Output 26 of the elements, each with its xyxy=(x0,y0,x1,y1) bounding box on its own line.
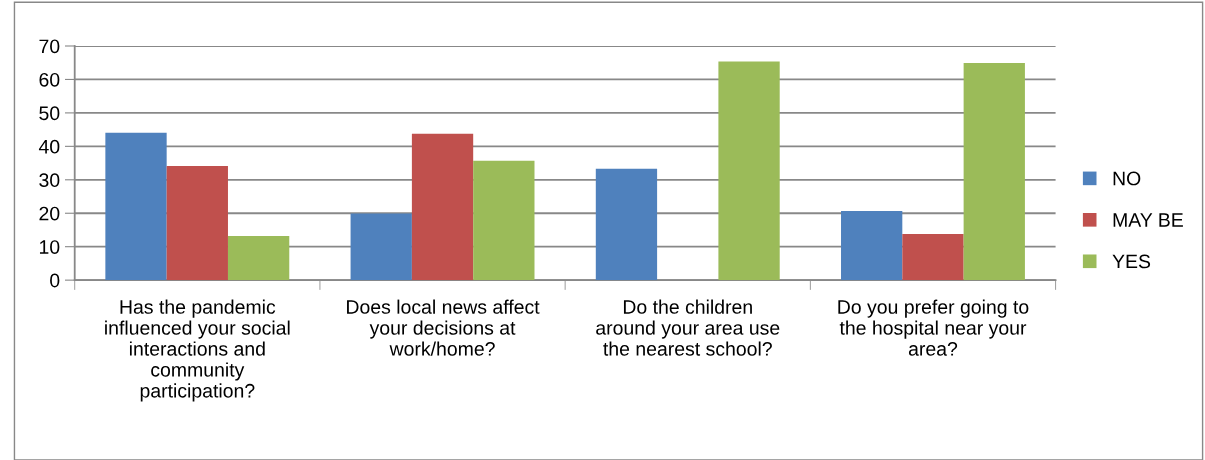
x-tick-label: Do you prefer going to the hospital near your area? xyxy=(838,299,1029,356)
x-tick-label: Does local news affect your decisions at work/home? xyxy=(347,299,540,356)
y-tick-label: 30 xyxy=(39,173,60,188)
bar xyxy=(841,210,903,281)
bar xyxy=(105,132,167,281)
y-tick-label: 40 xyxy=(38,139,60,154)
bar xyxy=(350,213,412,281)
y-tick-label: 10 xyxy=(39,240,60,254)
x-tick-label: Has the pandemic influenced your social interactions and community participation? xyxy=(105,299,290,402)
y-tick-label: 20 xyxy=(39,206,60,221)
legend-label: MAY BE xyxy=(1113,213,1183,227)
y-tick-label: 50 xyxy=(39,106,60,121)
y-tick-label: 60 xyxy=(39,72,60,87)
x-tick-label: Do the children around your area use the nearest school? xyxy=(596,299,780,356)
bar xyxy=(227,235,290,281)
legend-label: NO xyxy=(1113,171,1141,186)
legend-label: YES xyxy=(1112,254,1151,269)
bar xyxy=(473,160,535,281)
bar xyxy=(718,61,780,281)
bar xyxy=(963,63,1025,281)
y-tick-label: 70 xyxy=(39,39,60,54)
y-tick-label: 0 xyxy=(50,273,60,288)
bar xyxy=(411,133,474,281)
bar xyxy=(595,168,658,281)
bar xyxy=(166,166,228,281)
bar xyxy=(902,233,964,281)
